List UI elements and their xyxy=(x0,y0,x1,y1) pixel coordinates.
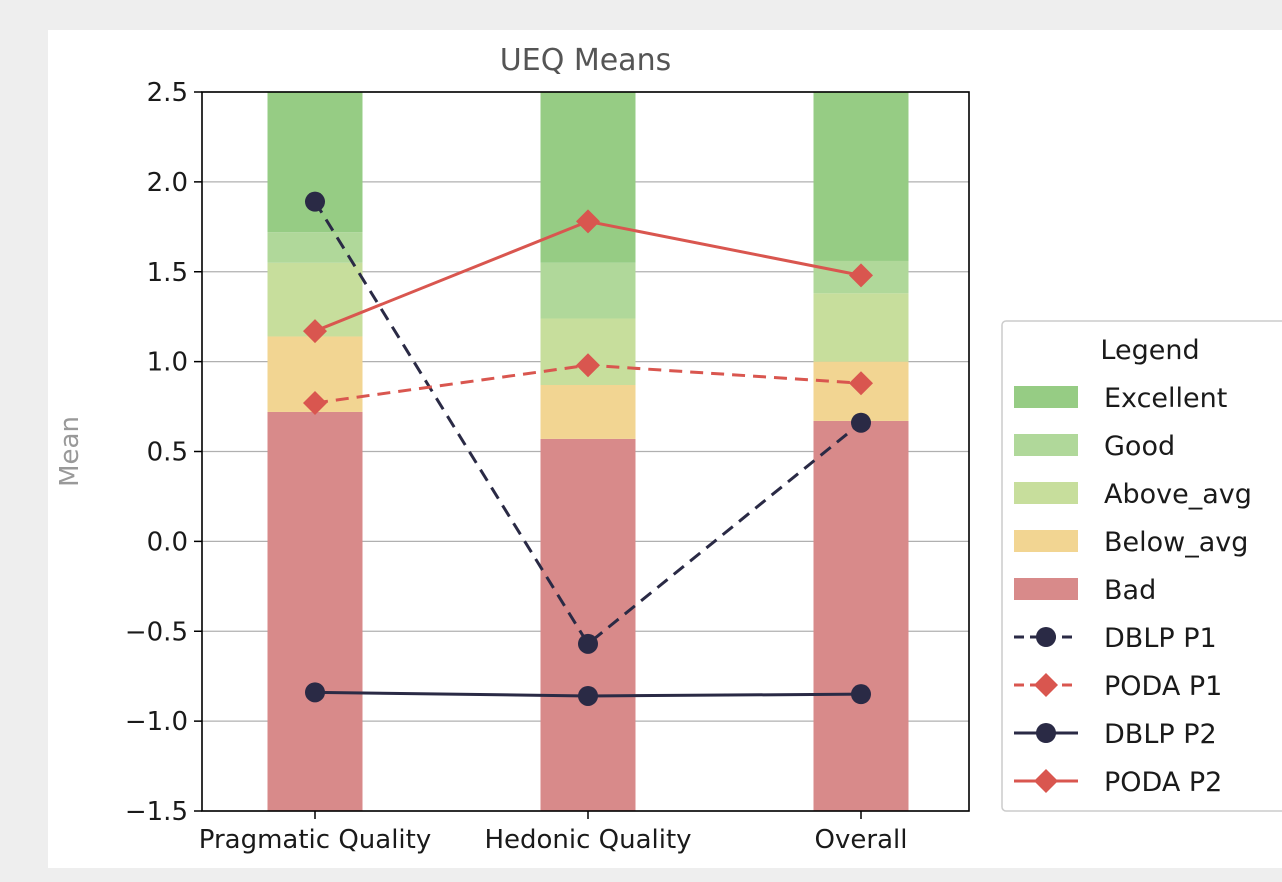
legend-marker-poda-p2 xyxy=(1034,769,1058,793)
y-tick-label: 2.0 xyxy=(147,168,188,198)
legend-marker-dblp-p1 xyxy=(1036,627,1056,647)
data-point-dblp-p2 xyxy=(851,684,871,705)
legend: Legend Excellent Good Above_avg Below_avg Ba… xyxy=(1001,320,1282,812)
ueq-chart: UEQ Means Mean −1.5 −1.0 −0.5 0.0 0.5 1.0 1.5 2… xyxy=(55,43,1282,855)
legend-swatch-good xyxy=(1014,434,1078,456)
legend-title: Legend xyxy=(1100,335,1199,366)
band-excellent xyxy=(813,92,909,261)
data-point-poda-p2 xyxy=(303,319,327,344)
band-excellent xyxy=(540,92,636,263)
y-tick-label: 1.0 xyxy=(147,348,188,378)
x-axis-ticks: Pragmatic Quality Hedonic Quality Overall xyxy=(199,811,908,855)
band-above-avg xyxy=(813,293,909,362)
y-tick-label: −1.0 xyxy=(125,707,188,737)
legend-label-excellent: Excellent xyxy=(1104,383,1227,414)
y-axis-label: Mean xyxy=(55,416,85,487)
legend-label-good: Good xyxy=(1104,431,1175,462)
legend-entries: Excellent Good Above_avg Below_avg Bad DBLP P… xyxy=(1014,383,1252,798)
legend-label-dblp-p2: DBLP P2 xyxy=(1104,719,1217,750)
band-below-avg xyxy=(540,384,636,439)
x-tick-label: Hedonic Quality xyxy=(484,825,691,855)
y-tick-label: 0.5 xyxy=(147,438,188,468)
legend-swatch-excellent xyxy=(1014,386,1078,408)
legend-label-poda-p2: PODA P2 xyxy=(1104,767,1222,798)
legend-label-bad: Bad xyxy=(1104,575,1156,606)
band-bad xyxy=(540,438,636,811)
data-point-dblp-p2 xyxy=(578,685,598,706)
band-bad xyxy=(813,420,909,811)
legend-marker-dblp-p2 xyxy=(1036,723,1056,743)
y-tick-label: −0.5 xyxy=(125,617,188,647)
y-axis-ticks: −1.5 −1.0 −0.5 0.0 0.5 1.0 1.5 2.0 2.5 xyxy=(125,78,202,827)
chart-title: UEQ Means xyxy=(500,43,671,78)
legend-label-below-avg: Below_avg xyxy=(1104,527,1248,558)
legend-swatch-below-avg xyxy=(1014,530,1078,552)
legend-swatch-above-avg xyxy=(1014,482,1078,504)
y-tick-label: 2.5 xyxy=(147,78,188,108)
series-line-dblp-p1 xyxy=(313,200,862,647)
series-markers xyxy=(303,191,873,706)
data-point-poda-p1 xyxy=(849,371,873,396)
legend-label-above-avg: Above_avg xyxy=(1104,479,1252,510)
data-point-dblp-p1 xyxy=(851,412,871,433)
y-tick-label: −1.5 xyxy=(125,797,188,827)
legend-label-poda-p1: PODA P1 xyxy=(1104,671,1222,702)
data-point-poda-p1 xyxy=(303,390,327,415)
y-tick-label: 1.5 xyxy=(147,258,188,288)
figure-canvas: UEQ Means Mean −1.5 −1.0 −0.5 0.0 0.5 1.0 1.5 2… xyxy=(48,30,1282,868)
data-point-poda-p2 xyxy=(576,209,600,234)
band-bad xyxy=(267,411,363,811)
x-tick-label: Pragmatic Quality xyxy=(199,825,432,855)
data-point-poda-p1 xyxy=(576,353,600,378)
data-point-dblp-p2 xyxy=(305,682,325,703)
y-tick-label: 0.0 xyxy=(147,527,188,557)
data-point-poda-p2 xyxy=(849,263,873,288)
legend-label-dblp-p1: DBLP P1 xyxy=(1104,623,1217,654)
data-point-dblp-p1 xyxy=(578,633,598,654)
band-good xyxy=(540,262,636,319)
data-point-dblp-p1 xyxy=(305,191,325,212)
legend-marker-poda-p1 xyxy=(1034,673,1058,697)
legend-swatch-bad xyxy=(1014,578,1078,600)
band-good xyxy=(267,232,363,263)
x-tick-label: Overall xyxy=(815,825,908,855)
